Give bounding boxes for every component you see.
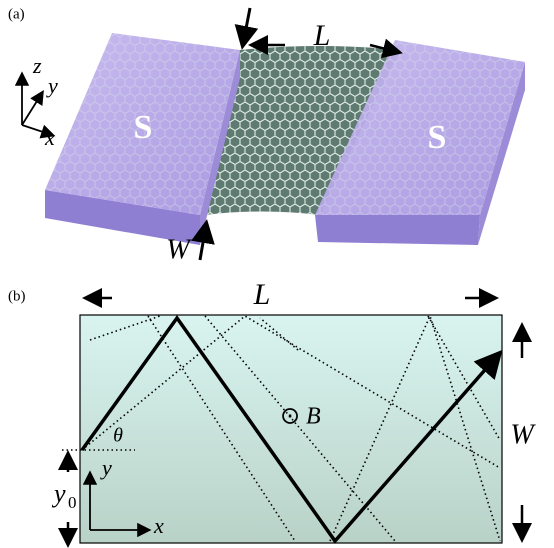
- axis-label: y: [100, 455, 112, 480]
- axis-label: z: [32, 53, 42, 78]
- field-label: B: [306, 404, 321, 430]
- offset-subscript: 0: [68, 493, 77, 512]
- axis-label: y: [46, 73, 58, 98]
- figure: (a) S S L W z y x (b) θ ⊙ B: [0, 0, 554, 548]
- panel-label: (a): [8, 6, 25, 22]
- angle-label: θ: [113, 425, 123, 447]
- panel-label: (b): [8, 288, 26, 304]
- width-label: W: [166, 234, 192, 265]
- offset-label: y: [51, 479, 66, 508]
- contact-label: S: [428, 119, 447, 156]
- contact-label: S: [134, 109, 153, 146]
- arrow: [243, 8, 250, 44]
- slab-side: [315, 215, 480, 245]
- width-label: W: [510, 419, 536, 450]
- axis-label: x: [153, 513, 164, 538]
- axis-label: x: [44, 125, 55, 150]
- field-symbol: ⊙: [280, 404, 300, 430]
- device-3d: [45, 33, 525, 245]
- length-label: L: [253, 278, 271, 311]
- length-label: L: [313, 19, 331, 52]
